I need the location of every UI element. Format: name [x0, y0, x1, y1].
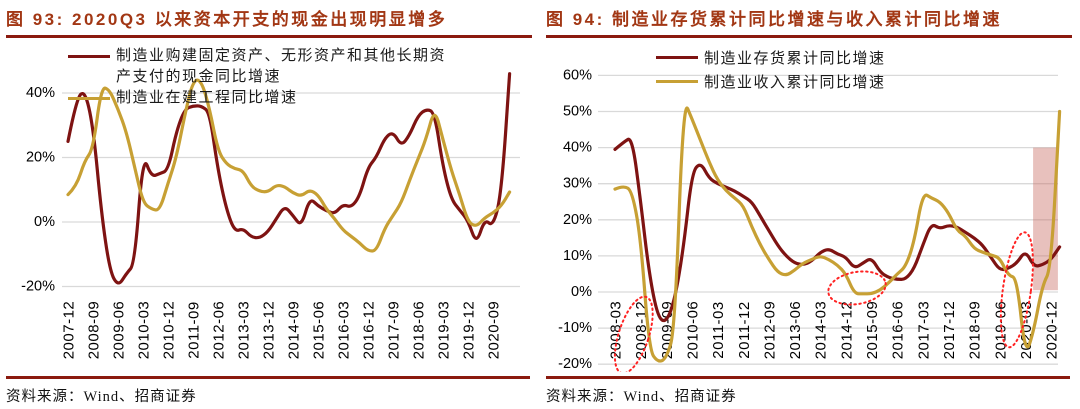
figure-93-source-note: 资料来源：Wind、招商证券 — [6, 376, 530, 406]
legend-item-construction: 制造业在建工程同比增速 — [68, 88, 498, 109]
figure-94: 图 94: 制造业存货累计同比增速与收入累计同比增速 2008-03 2008-1… — [540, 0, 1080, 409]
svg-text:2013-12: 2013-12 — [261, 301, 278, 360]
svg-text:2015-09: 2015-09 — [864, 301, 881, 360]
svg-text:2018-06: 2018-06 — [411, 301, 428, 360]
svg-text:2011-12: 2011-12 — [736, 301, 753, 358]
svg-text:2011-09: 2011-09 — [186, 301, 203, 358]
svg-text:2018-09: 2018-09 — [967, 301, 984, 360]
svg-text:2016-06: 2016-06 — [890, 301, 907, 360]
svg-text:2014-09: 2014-09 — [286, 301, 303, 360]
figure-94-chart: 2008-03 2008-12 2009-09 2010-06 2011-03 2011-… — [558, 67, 1062, 372]
svg-text:2009-06: 2009-06 — [111, 301, 128, 360]
svg-text:2019-03: 2019-03 — [436, 301, 453, 360]
svg-text:2017-12: 2017-12 — [941, 301, 958, 360]
svg-text:2020-12: 2020-12 — [1044, 301, 1061, 360]
gold-line-swatch-icon — [656, 80, 698, 83]
svg-text:40%: 40% — [563, 140, 592, 156]
svg-text:2017-03: 2017-03 — [915, 301, 932, 360]
svg-text:-20%: -20% — [558, 356, 592, 372]
svg-text:40%: 40% — [26, 85, 55, 101]
svg-text:2016-12: 2016-12 — [361, 301, 378, 360]
legend-item-inventory: 制造业存货累计同比增速 — [656, 47, 886, 71]
figure-94-source-note: 资料来源：Wind、招商证券 — [546, 376, 1070, 406]
svg-text:30%: 30% — [563, 176, 592, 192]
figure-93-chart: 2007-12 2008-09 2009-06 2010-03 2010-12 2011-… — [21, 72, 520, 360]
svg-text:2008-09: 2008-09 — [86, 301, 103, 360]
svg-text:2013-03: 2013-03 — [236, 301, 253, 360]
svg-text:2008-03: 2008-03 — [608, 301, 625, 360]
svg-text:2016-03: 2016-03 — [336, 301, 353, 360]
figure-93: 图 93: 2020Q3 以来资本开支的现金出现明显增多 2007-12 2008… — [6, 5, 532, 406]
figure-93-legend: 制造业购建固定资产、无形资产和其他长期资产支付的现金同比增速 制造业在建工程同比… — [68, 46, 498, 109]
svg-text:0%: 0% — [34, 214, 55, 230]
svg-text:2010-03: 2010-03 — [136, 301, 153, 360]
svg-text:10%: 10% — [563, 248, 592, 264]
red-line-swatch-icon — [656, 56, 698, 59]
svg-text:60%: 60% — [563, 67, 592, 83]
red-line-swatch-icon — [68, 55, 110, 58]
figure-94-legend: 制造业存货累计同比增速 制造业收入累计同比增速 — [656, 47, 886, 95]
svg-text:2012-09: 2012-09 — [761, 301, 778, 360]
legend-label: 制造业在建工程同比增速 — [116, 90, 298, 106]
legend-label: 制造业购建固定资产、无形资产和其他长期资产支付的现金同比增速 — [116, 48, 447, 85]
legend-label: 制造业存货累计同比增速 — [704, 51, 886, 67]
figure-94-title: 图 94: 制造业存货累计同比增速与收入累计同比增速 — [546, 5, 1072, 38]
gold-line-swatch-icon — [68, 97, 110, 100]
svg-text:2010-06: 2010-06 — [684, 301, 701, 360]
legend-label: 制造业收入累计同比增速 — [704, 75, 886, 91]
svg-text:2014-03: 2014-03 — [813, 301, 830, 360]
svg-text:2013-06: 2013-06 — [787, 301, 804, 360]
svg-text:2014-12: 2014-12 — [838, 301, 855, 360]
svg-text:2012-06: 2012-06 — [211, 301, 228, 360]
figure-93-title: 图 93: 2020Q3 以来资本开支的现金出现明显增多 — [6, 5, 532, 38]
svg-text:2017-09: 2017-09 — [386, 301, 403, 360]
legend-item-revenue: 制造业收入累计同比增速 — [656, 71, 886, 95]
svg-text:-20%: -20% — [21, 279, 55, 295]
legend-item-capex-cash: 制造业购建固定资产、无形资产和其他长期资产支付的现金同比增速 — [68, 46, 498, 88]
svg-text:-10%: -10% — [558, 320, 592, 336]
svg-text:2019-12: 2019-12 — [461, 301, 478, 360]
svg-text:2020-09: 2020-09 — [486, 301, 503, 360]
svg-text:2010-12: 2010-12 — [161, 301, 178, 360]
svg-text:20%: 20% — [563, 212, 592, 228]
svg-text:50%: 50% — [563, 104, 592, 120]
svg-text:2007-12: 2007-12 — [61, 301, 78, 360]
svg-text:2015-06: 2015-06 — [311, 301, 328, 360]
svg-text:0%: 0% — [571, 284, 592, 300]
svg-text:2011-03: 2011-03 — [710, 301, 727, 358]
svg-text:20%: 20% — [26, 150, 55, 166]
